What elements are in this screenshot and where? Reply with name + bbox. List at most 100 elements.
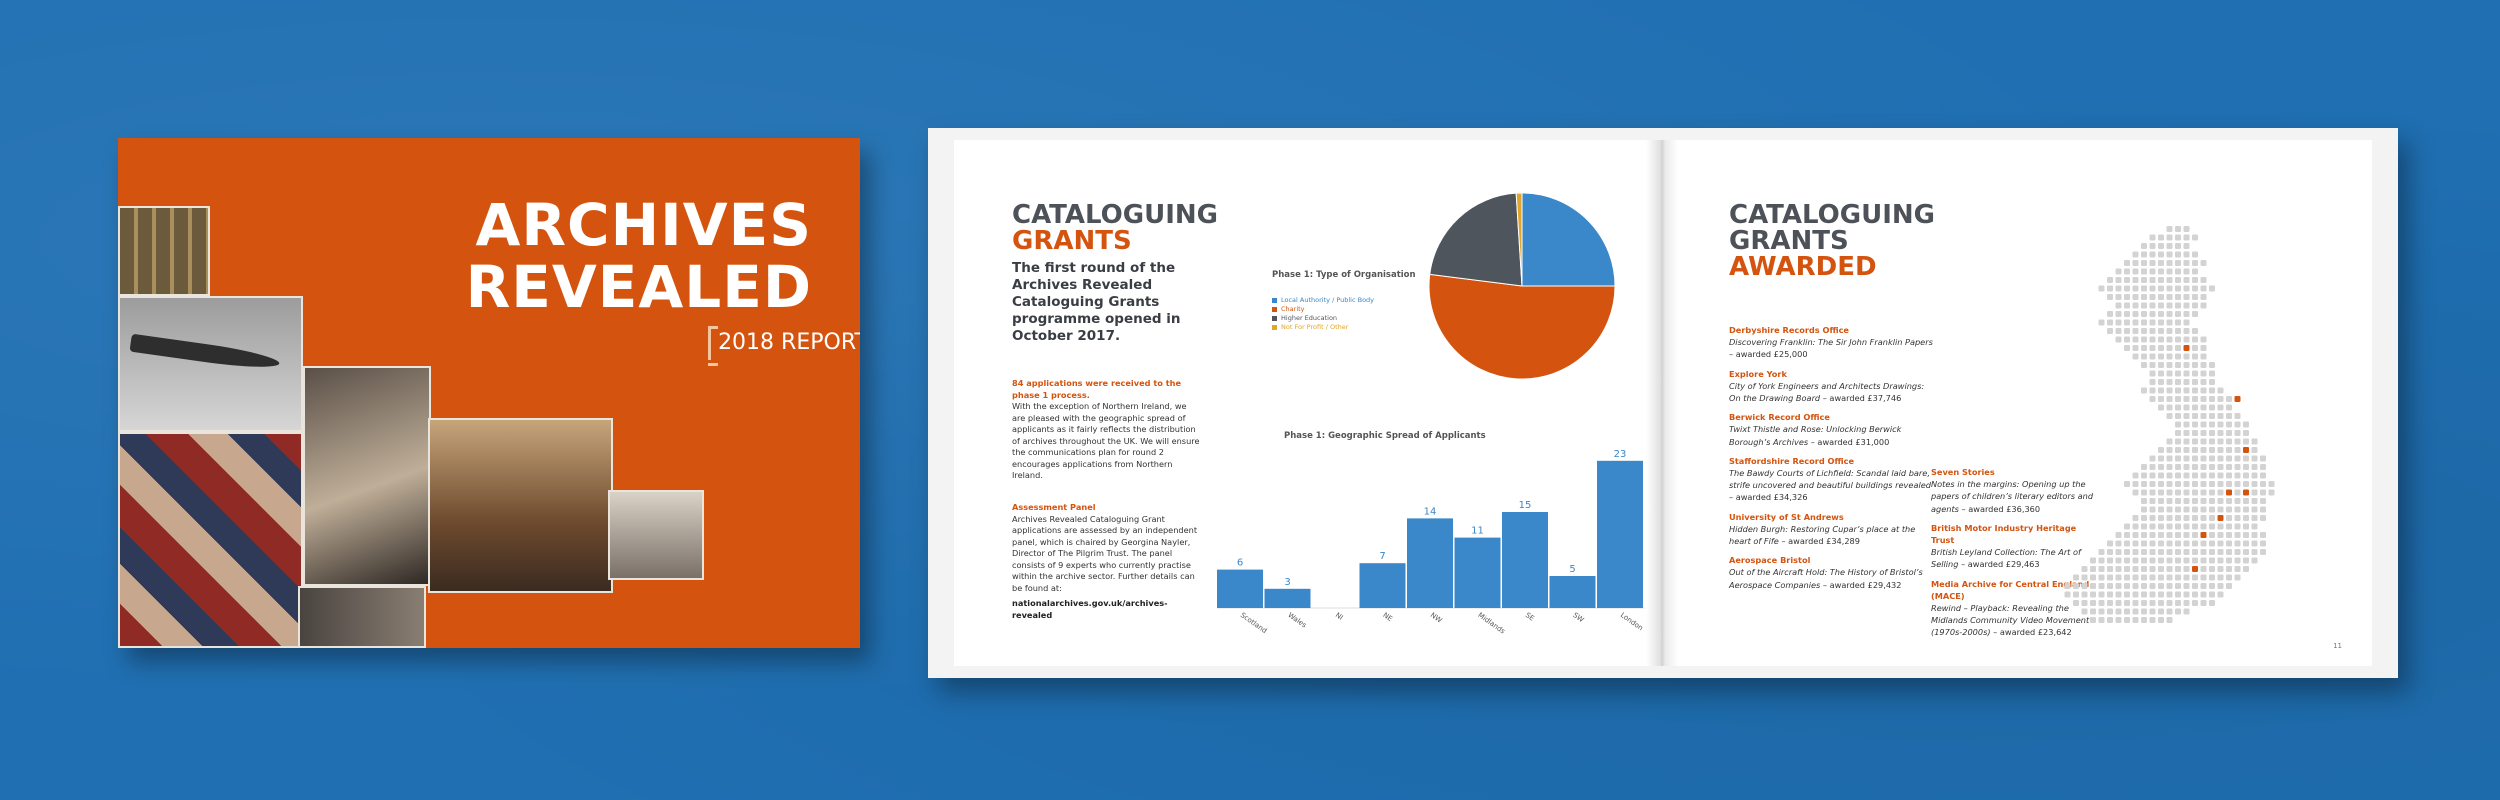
- award-name: Seven Stories: [1931, 467, 1995, 477]
- left-heading-line2: GRANTS: [1012, 226, 1132, 256]
- map-dot: [2209, 515, 2215, 521]
- legend-label: Charity: [1281, 305, 1305, 313]
- map-dot: [2192, 532, 2198, 538]
- map-dot: [2183, 353, 2190, 360]
- map-dot: [2158, 583, 2164, 589]
- map-dot: [2115, 268, 2122, 275]
- map-dot: [2090, 591, 2096, 598]
- map-dot: [2166, 549, 2173, 555]
- map-dot: [2081, 608, 2088, 615]
- map-dot: [2149, 498, 2156, 504]
- map-dot: [2260, 472, 2266, 479]
- map-dot: [2217, 506, 2224, 513]
- map-dot: [2149, 600, 2156, 606]
- map-dot: [2149, 285, 2156, 292]
- map-dot: [2234, 498, 2241, 504]
- map-dot: [2217, 455, 2224, 462]
- archives-url-link[interactable]: nationalarchives.gov.uk/archives-reveale…: [1012, 598, 1168, 620]
- map-dot: [2251, 515, 2258, 521]
- map-dot: [2175, 532, 2181, 538]
- map-dot: [2107, 549, 2113, 555]
- map-dot: [2166, 226, 2173, 232]
- map-dot: [2166, 515, 2173, 521]
- map-dot: [2115, 302, 2122, 309]
- award-name: British Motor Industry Heritage Trust: [1931, 522, 2077, 546]
- cover-photo-archivists: [303, 366, 431, 586]
- map-dot: [2209, 498, 2215, 504]
- map-dot: [2251, 447, 2258, 453]
- map-dot: [2141, 549, 2147, 555]
- map-dot: [2234, 455, 2241, 462]
- map-dot: [2175, 506, 2181, 513]
- map-dot: [2175, 294, 2181, 300]
- bar-value-label: 7: [1379, 551, 1385, 562]
- map-dot: [2166, 600, 2173, 606]
- map-dot: [2132, 251, 2139, 258]
- award-amount: – awarded £29,432: [1822, 579, 1902, 590]
- map-dot: [2090, 557, 2096, 564]
- map-dot: [2175, 404, 2181, 411]
- map-dot: [2098, 549, 2105, 555]
- map-dot: [2098, 608, 2105, 615]
- map-dot: [2098, 319, 2105, 326]
- map-dot: [2098, 285, 2105, 292]
- bar-category-label: Midlands: [1476, 611, 1506, 636]
- map-dot: [2183, 566, 2190, 572]
- map-dot: [2098, 600, 2105, 606]
- map-dot: [2183, 523, 2190, 530]
- map-dot: [2209, 532, 2215, 538]
- map-dot: [2107, 600, 2113, 606]
- cover-photo-concorde: [118, 296, 303, 432]
- map-dot: [2234, 481, 2241, 487]
- map-dot: [2243, 506, 2249, 513]
- bar-category-label: SE: [1524, 611, 1536, 623]
- map-dot: [2107, 566, 2113, 572]
- map-dot: [2260, 506, 2266, 513]
- map-dot: [2234, 540, 2241, 547]
- brochure-spread: CATALOGUING GRANTS The first round of th…: [928, 128, 2398, 678]
- bar-category-label: SW: [1571, 611, 1585, 624]
- map-dot: [2141, 277, 2147, 283]
- map-dot: [2090, 600, 2096, 606]
- map-dot: [2090, 608, 2096, 615]
- map-dot: [2166, 583, 2173, 589]
- map-dot: [2115, 532, 2122, 538]
- map-dot: [2166, 413, 2173, 419]
- map-dot: [2217, 396, 2224, 402]
- pie-legend-rows: Local Authority / Public Body Charity High…: [1272, 296, 1416, 332]
- map-dot: [2107, 574, 2113, 581]
- map-dot: [2124, 268, 2130, 275]
- map-dot: [2200, 260, 2207, 266]
- map-dot: [2234, 574, 2241, 581]
- map-dot: [2166, 574, 2173, 581]
- map-dot: [2166, 472, 2173, 479]
- map-dot: [2268, 481, 2275, 487]
- map-dot: [2183, 421, 2190, 428]
- map-dot: [2192, 379, 2198, 385]
- map-dot: [2141, 362, 2147, 368]
- map-dot: [2192, 413, 2198, 419]
- map-dot: [2226, 566, 2232, 572]
- bar: [1217, 569, 1263, 608]
- award-amount: – awarded £25,000: [1729, 349, 1808, 360]
- map-dot: [2175, 438, 2181, 445]
- map-dot: [2166, 396, 2173, 402]
- map-dot: [2166, 489, 2173, 496]
- map-dot: [2234, 464, 2241, 470]
- map-dot: [2200, 345, 2207, 351]
- map-dot: [2158, 251, 2164, 258]
- bar-category-label: NW: [1429, 611, 1444, 625]
- map-dot: [2175, 600, 2181, 606]
- map-dot: [2115, 294, 2122, 300]
- map-dot: [2158, 396, 2164, 402]
- map-dot: [2183, 498, 2190, 504]
- map-dot: [2251, 549, 2258, 555]
- map-dot: [2166, 260, 2173, 266]
- map-dot: [2192, 574, 2198, 581]
- page-number: 11: [2333, 642, 2342, 650]
- bar-value-label: 15: [1519, 500, 1532, 511]
- map-location-marker: [2217, 515, 2224, 521]
- award-amount: – awarded £37,746: [1822, 393, 1902, 404]
- map-dot: [2166, 557, 2173, 564]
- map-dot: [2243, 455, 2249, 462]
